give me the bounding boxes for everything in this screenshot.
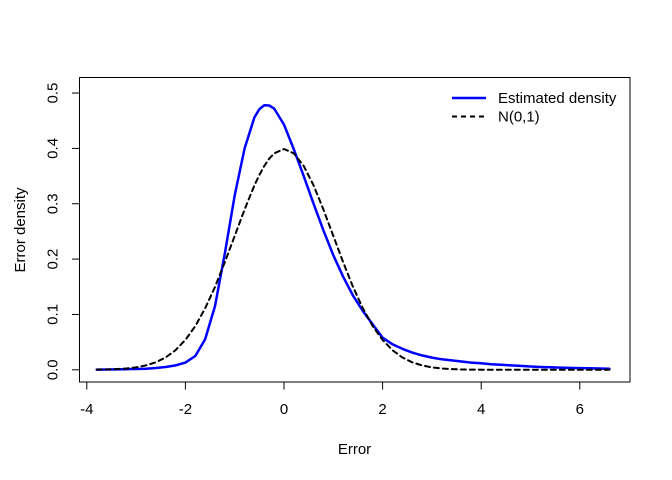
plot-border [79, 77, 631, 383]
y-tick-label: 0.5 [45, 83, 62, 104]
y-tick-label: 0.2 [45, 249, 62, 270]
x-tick-label: 0 [280, 401, 288, 418]
y-tick-label: 0.1 [45, 304, 62, 325]
x-tick-label: 6 [576, 401, 584, 418]
legend: Estimated density N(0,1) [452, 90, 617, 126]
y-tick-label: 0.0 [45, 359, 62, 380]
plot-area: -4 -2 0 2 4 6 0.0 0.1 0.2 0.3 0.4 0.5 [45, 77, 631, 418]
curve-estimated-density [95, 103, 611, 371]
curve-normal [95, 148, 611, 371]
y-tick-label: 0.4 [45, 138, 62, 159]
y-axis-title: Error density [12, 187, 29, 273]
legend-label-estimated-density: Estimated density [498, 90, 617, 107]
x-tick-label: 2 [378, 401, 386, 418]
x-axis-title: Error [338, 441, 371, 458]
x-tick-label: 4 [477, 401, 485, 418]
legend-label-normal: N(0,1) [498, 109, 540, 126]
x-tick-label: -2 [179, 401, 192, 418]
x-tick-label: -4 [80, 401, 93, 418]
y-tick-label: 0.3 [45, 193, 62, 214]
